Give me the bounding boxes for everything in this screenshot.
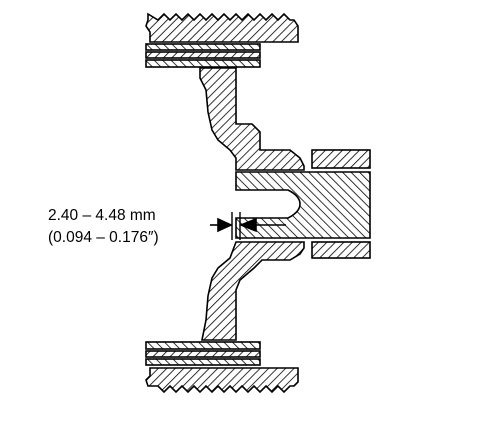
dimension-metric: 2.40 – 4.48 mm — [48, 207, 156, 224]
dimension-imperial: (0.094 – 0.176″) — [48, 229, 159, 246]
upper-ring — [311, 149, 371, 169]
dimension-label: 2.40 – 4.48 mm (0.094 – 0.176″) — [48, 205, 159, 249]
bottom-nut — [145, 367, 299, 394]
dim-arrow-left — [217, 217, 233, 233]
center-shaft — [235, 171, 371, 239]
top-nut — [145, 12, 299, 43]
lower-ring — [311, 241, 371, 259]
upper-flange — [199, 67, 305, 171]
top-washer-1 — [145, 43, 261, 51]
dim-arrow-right — [238, 217, 257, 233]
bottom-washer-2 — [145, 350, 261, 358]
bottom-washer-1 — [145, 341, 261, 350]
lower-flange — [201, 241, 305, 341]
top-washer-2 — [145, 51, 261, 59]
bottom-washer-3 — [145, 358, 261, 366]
top-washer-3 — [145, 59, 261, 68]
